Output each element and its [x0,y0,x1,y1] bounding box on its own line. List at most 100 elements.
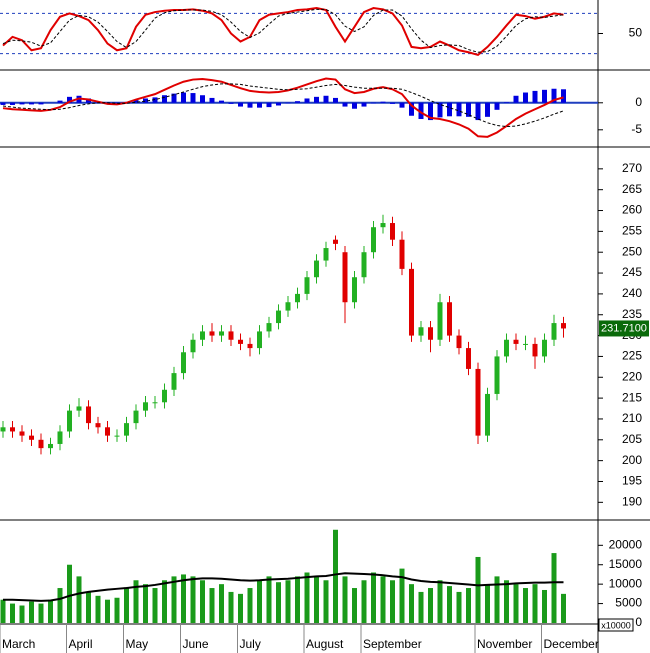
bar [361,102,367,107]
bar [352,102,357,109]
bar [551,553,557,623]
bar [238,102,243,107]
bar [276,102,281,106]
bar [86,98,91,103]
bar [247,588,253,623]
bar [276,582,281,623]
candle-body [542,339,547,357]
y-tick-label: 190 [622,494,642,508]
bar [314,96,319,103]
bar [456,102,462,117]
bar [143,98,148,103]
bar [143,584,148,623]
bar [371,102,376,104]
bar [532,584,538,623]
bar [190,93,196,103]
bar [428,588,433,623]
bar [95,595,101,623]
y-tick-label: 0 [635,95,642,109]
candle-body [105,427,110,436]
candle-body [342,252,348,303]
candle-body [200,331,205,340]
candle-body [276,310,281,324]
candle-body [266,323,272,332]
y-tick-label: 215 [622,390,642,404]
bar [247,102,253,108]
bar [523,588,528,623]
candle-body [504,339,509,357]
candle-body [10,427,15,432]
candle-body [228,331,234,340]
candle-body [314,260,319,278]
bar [152,588,158,623]
candle-body [437,302,443,340]
bar [352,588,357,623]
bar [29,102,34,105]
last-price-label: 231.7100 [601,322,647,334]
bar [447,586,452,623]
y-tick-label: 0 [635,615,642,629]
candle-body [152,402,158,404]
bar [200,95,205,103]
candle-body [219,331,224,336]
y-tick-label: 50 [629,26,643,40]
y-tick-label: 260 [622,203,642,217]
bar [19,102,25,105]
candle-body [257,331,262,349]
indicator-line [3,572,564,602]
bar [10,102,15,105]
bar [29,601,34,623]
candle-body [190,339,196,353]
bar [228,102,234,104]
y-tick-label: 270 [622,161,642,175]
candle-body [475,368,481,436]
y-tick-label: 265 [622,182,642,196]
bar [285,580,291,623]
indicator-line [2,7,564,57]
bar [409,102,414,116]
candle-body [209,331,215,336]
bar [380,101,386,103]
candle-body [380,223,386,228]
bar [561,593,566,623]
y-tick-label: 220 [622,369,642,383]
candle-body [76,406,82,411]
bar [304,98,310,103]
bar [342,576,348,623]
candle-body [133,410,139,424]
bar [551,88,557,103]
bar [342,102,348,107]
candle-body [466,348,471,369]
bar [523,92,528,103]
candle-body [181,352,186,374]
x-tick-label: August [306,637,344,651]
bar [266,576,272,623]
bar [323,580,329,623]
y-tick-label: 210 [622,411,642,425]
bar [10,603,15,623]
bar [219,100,224,103]
candle-body [29,435,34,440]
candle-body [418,327,424,336]
bar [390,102,395,104]
bar [561,89,566,103]
candle-body [409,268,414,336]
bar [0,599,6,623]
bar [171,93,177,103]
bar [485,584,490,623]
bar [257,102,262,108]
signal-line [2,83,564,128]
bar [266,102,272,108]
candle-body [285,302,291,311]
bar [133,100,139,103]
candle-body [124,423,129,436]
last-price-box [599,320,649,337]
candle-body [551,323,557,340]
bar [124,588,129,623]
bar [38,102,44,105]
bar [494,102,500,110]
unit-box [598,618,634,632]
bar [0,102,6,105]
bar [323,95,329,103]
